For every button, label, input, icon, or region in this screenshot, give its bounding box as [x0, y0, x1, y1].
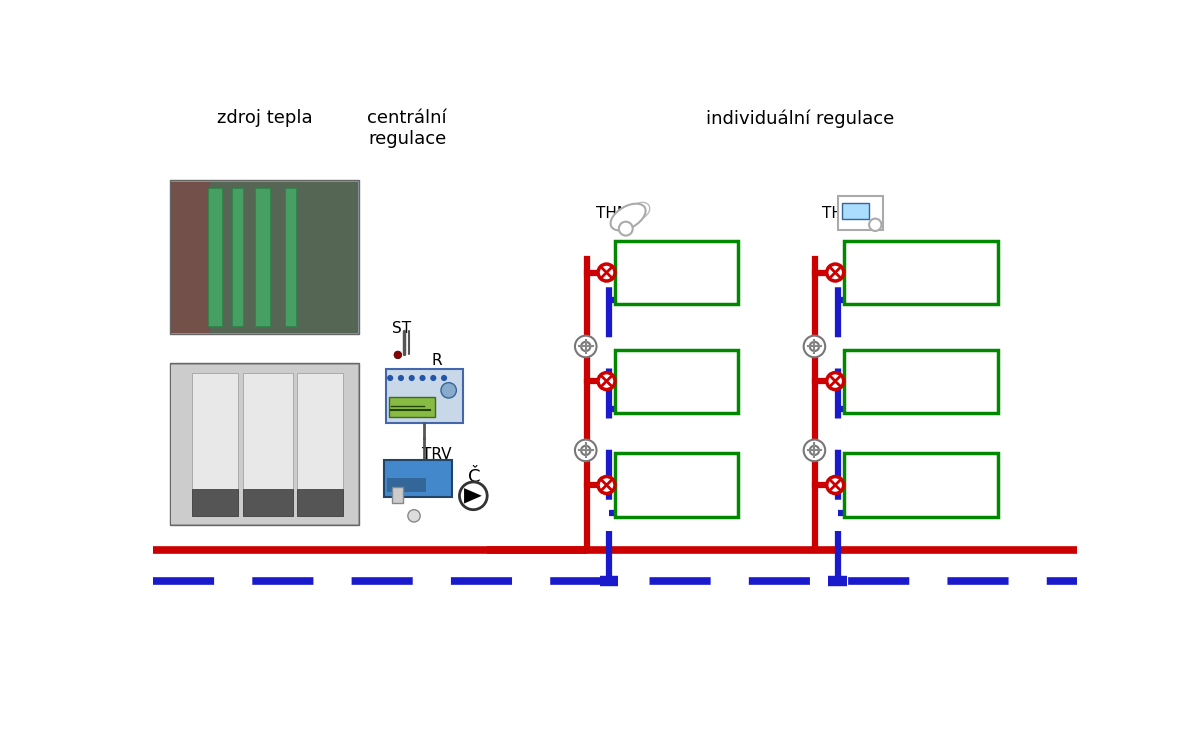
Text: R: R: [432, 353, 443, 368]
Circle shape: [598, 477, 616, 493]
Bar: [172, 182, 358, 333]
Bar: [844, 349, 997, 413]
Circle shape: [804, 336, 826, 357]
Bar: [616, 453, 738, 517]
Bar: [388, 478, 426, 492]
Bar: [170, 363, 359, 525]
Circle shape: [827, 373, 844, 390]
Circle shape: [804, 439, 826, 461]
Bar: [616, 241, 738, 304]
Circle shape: [581, 446, 590, 455]
Bar: [842, 203, 869, 219]
Circle shape: [581, 342, 590, 351]
Bar: [170, 180, 359, 334]
Circle shape: [869, 219, 882, 231]
Bar: [384, 460, 451, 496]
Circle shape: [440, 382, 456, 398]
Bar: [844, 453, 997, 517]
Bar: [385, 368, 462, 423]
Ellipse shape: [630, 202, 649, 219]
Bar: [232, 188, 244, 327]
Bar: [172, 365, 358, 523]
Circle shape: [810, 446, 820, 455]
Circle shape: [460, 482, 487, 510]
Circle shape: [619, 221, 632, 235]
Circle shape: [575, 336, 596, 357]
Bar: [244, 373, 293, 516]
Bar: [296, 373, 343, 516]
Bar: [192, 373, 238, 516]
Circle shape: [420, 375, 426, 381]
Text: TRV: TRV: [421, 447, 451, 462]
Circle shape: [827, 264, 844, 281]
Bar: [172, 182, 210, 333]
Bar: [839, 195, 883, 230]
Bar: [209, 188, 222, 327]
Text: individuální regulace: individuální regulace: [706, 109, 894, 128]
Bar: [286, 188, 296, 327]
Bar: [254, 188, 270, 327]
Bar: [616, 349, 738, 413]
Bar: [296, 489, 343, 516]
Circle shape: [408, 510, 420, 522]
Bar: [391, 488, 403, 503]
Circle shape: [431, 375, 437, 381]
Circle shape: [394, 351, 402, 359]
Circle shape: [409, 375, 415, 381]
Text: ST: ST: [391, 321, 410, 336]
Circle shape: [575, 439, 596, 461]
Text: zdroj tepla: zdroj tepla: [217, 109, 312, 127]
Circle shape: [398, 375, 404, 381]
Text: THE: THE: [822, 205, 853, 221]
Ellipse shape: [611, 204, 646, 230]
Bar: [244, 489, 293, 516]
Circle shape: [388, 375, 394, 381]
Text: THM: THM: [595, 205, 630, 221]
Bar: [844, 241, 997, 304]
Circle shape: [810, 342, 820, 351]
Bar: [389, 397, 434, 417]
Circle shape: [440, 375, 448, 381]
Circle shape: [598, 264, 616, 281]
Bar: [192, 489, 238, 516]
Circle shape: [827, 477, 844, 493]
Circle shape: [598, 373, 616, 390]
Polygon shape: [464, 488, 481, 504]
Text: centrální
regulace: centrální regulace: [367, 109, 446, 148]
Text: Č: Č: [468, 468, 480, 486]
